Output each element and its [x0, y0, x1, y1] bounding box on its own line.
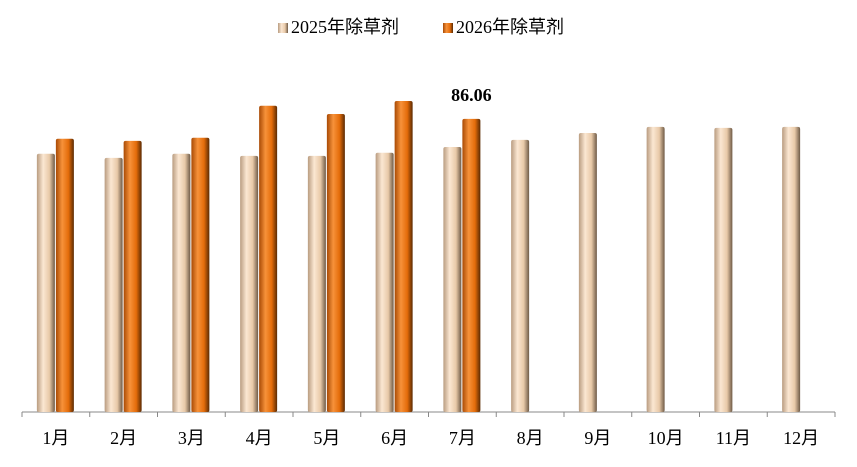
- bar: [191, 137, 210, 412]
- bar: [714, 127, 733, 412]
- bar: [394, 101, 413, 412]
- x-tick-label: 7月: [449, 428, 476, 448]
- bar: [104, 157, 123, 412]
- bar: [646, 126, 665, 413]
- x-tick-label: 2月: [110, 428, 137, 448]
- legend-label: 2025年除草剂: [291, 17, 399, 37]
- x-tick-label: 5月: [313, 428, 340, 448]
- bar: [240, 155, 259, 412]
- bar: [462, 118, 481, 412]
- bar: [782, 126, 801, 413]
- x-tick-label: 4月: [246, 428, 273, 448]
- bar: [307, 155, 326, 412]
- bar: [511, 139, 530, 412]
- x-tick-label: 1月: [42, 428, 69, 448]
- bar: [578, 133, 597, 412]
- legend-label: 2026年除草剂: [456, 17, 564, 37]
- bar: [259, 105, 278, 412]
- bar: [326, 113, 345, 412]
- x-tick-label: 8月: [517, 428, 544, 448]
- data-label: 86.06: [451, 85, 492, 105]
- bar: [123, 140, 142, 413]
- x-tick-label: 12月: [783, 428, 819, 448]
- x-tick-label: 9月: [584, 428, 611, 448]
- x-tick-label: 6月: [381, 428, 408, 448]
- bar: [36, 153, 55, 412]
- bar: [55, 138, 74, 412]
- x-tick-label: 3月: [178, 428, 205, 448]
- legend-swatch: [443, 23, 453, 33]
- bar: [443, 146, 462, 412]
- bar: [172, 153, 191, 412]
- legend-swatch: [278, 23, 288, 33]
- x-tick-label: 10月: [648, 428, 684, 448]
- bar: [375, 152, 394, 413]
- x-tick-label: 11月: [716, 428, 751, 448]
